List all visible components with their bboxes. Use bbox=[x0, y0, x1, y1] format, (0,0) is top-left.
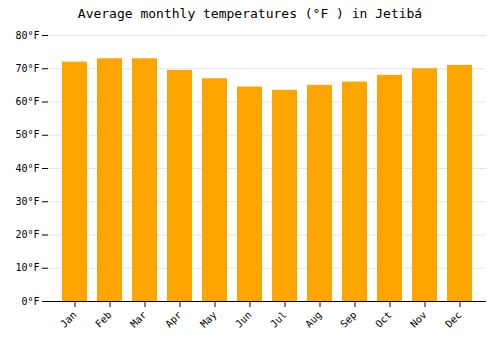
svg-text:Aug: Aug bbox=[303, 309, 324, 330]
svg-text:Jun: Jun bbox=[233, 309, 254, 330]
svg-text:50°F: 50°F bbox=[15, 129, 39, 140]
svg-text:Feb: Feb bbox=[93, 309, 114, 330]
svg-text:30°F: 30°F bbox=[15, 196, 39, 207]
svg-text:Jan: Jan bbox=[58, 309, 79, 330]
svg-text:Apr: Apr bbox=[163, 309, 184, 330]
svg-text:Nov: Nov bbox=[408, 309, 429, 330]
html-text:Average monthly temperatures (: Average monthly temperatures (°F ) in Je… bbox=[77, 6, 423, 21]
svg-text:20°F: 20°F bbox=[15, 229, 39, 240]
svg-text:Mar: Mar bbox=[128, 309, 149, 330]
svg-text:Sep: Sep bbox=[338, 309, 359, 330]
svg-text:Dec: Dec bbox=[443, 309, 464, 330]
svg-text:Oct: Oct bbox=[373, 309, 394, 330]
svg-text:Jul: Jul bbox=[268, 309, 289, 330]
svg-text:40°F: 40°F bbox=[15, 163, 39, 174]
svg-text:10°F: 10°F bbox=[15, 262, 39, 273]
svg-text:80°F: 80°F bbox=[15, 30, 39, 41]
svg-text:0°F: 0°F bbox=[21, 296, 39, 307]
svg-text:May: May bbox=[198, 309, 219, 330]
svg-text:70°F: 70°F bbox=[15, 63, 39, 74]
svg-text:60°F: 60°F bbox=[15, 96, 39, 107]
